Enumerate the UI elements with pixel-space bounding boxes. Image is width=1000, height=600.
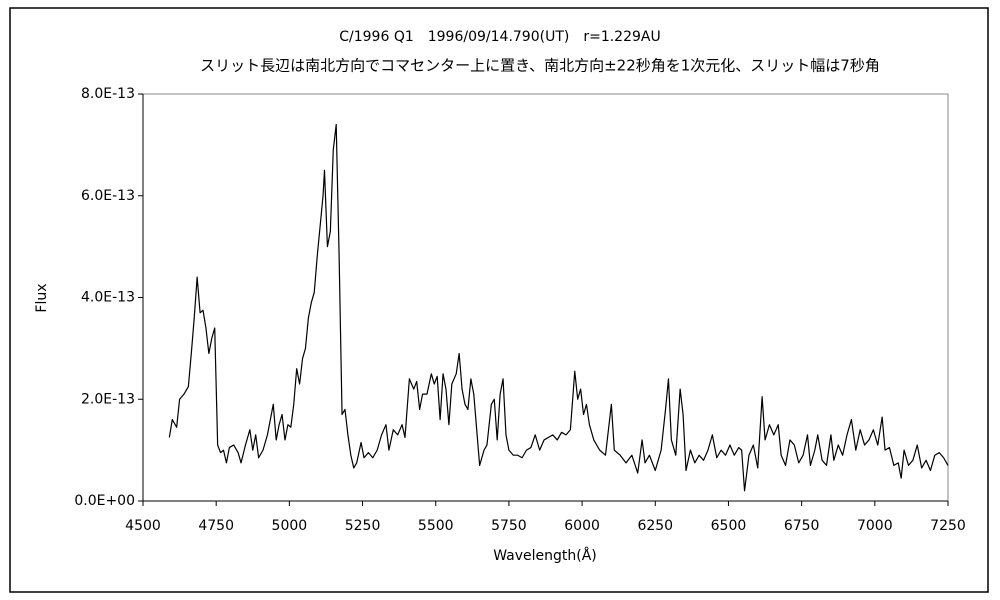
x-tick-label: 5750 <box>491 518 527 534</box>
x-tick-label: 5500 <box>418 518 454 534</box>
x-tick-label: 4500 <box>125 518 161 534</box>
y-axis-label: Flux <box>34 283 50 312</box>
x-tick-label: 5250 <box>345 518 381 534</box>
spectrum-line <box>168 123 949 492</box>
x-tick-label: 7000 <box>857 518 893 534</box>
plot-area <box>142 93 949 502</box>
y-tick-label: 0.0E+00 <box>74 493 135 509</box>
x-tick-label: 7250 <box>930 518 966 534</box>
x-axis-label: Wavelength(Å) <box>493 547 597 564</box>
x-tick-label: 6250 <box>637 518 673 534</box>
x-tick-label: 4750 <box>198 518 234 534</box>
y-tick-label: 2.0E-13 <box>81 391 135 407</box>
x-tick-label: 6000 <box>564 518 600 534</box>
x-tick-label: 6750 <box>784 518 820 534</box>
y-tick-label: 4.0E-13 <box>81 290 135 306</box>
chart-title: C/1996 Q1 1996/09/14.790(UT) r=1.229AU <box>339 29 660 45</box>
x-tick-label: 6500 <box>711 518 747 534</box>
y-tick-label: 8.0E-13 <box>81 86 135 102</box>
x-tick-label: 5000 <box>272 518 308 534</box>
y-tick-label: 6.0E-13 <box>81 188 135 204</box>
chart-subtitle: スリット長辺は南北方向でコマセンター上に置き、南北方向±22秒角を1次元化、スリ… <box>200 57 880 75</box>
